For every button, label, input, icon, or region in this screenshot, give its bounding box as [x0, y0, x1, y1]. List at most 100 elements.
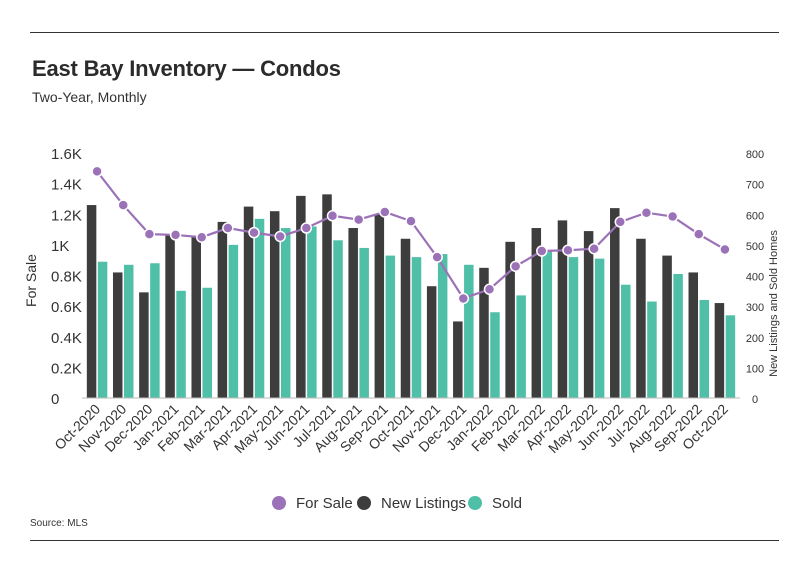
- legend-item: New Listings: [357, 495, 466, 512]
- bottom-rule: [30, 540, 779, 541]
- bar: [583, 231, 594, 398]
- bar: [176, 290, 186, 398]
- data-point: [457, 292, 470, 305]
- left-tick-label: 1.4K: [51, 177, 82, 194]
- right-tick-label: 400: [746, 272, 764, 284]
- data-point: [379, 206, 391, 218]
- bar-series: [86, 194, 736, 398]
- bar: [374, 214, 385, 398]
- data-point: [562, 244, 574, 256]
- data-point: [614, 216, 627, 228]
- legend-swatch: [357, 496, 371, 510]
- bar: [610, 208, 620, 398]
- bar: [191, 235, 201, 398]
- right-tick-label: 800: [746, 149, 764, 161]
- left-tick-label: 1.6K: [51, 146, 82, 163]
- bar-series-new-listings: [86, 194, 725, 398]
- bar: [594, 258, 605, 398]
- data-point: [483, 283, 496, 296]
- data-point: [117, 199, 129, 211]
- bar: [254, 218, 265, 398]
- data-point: [588, 242, 600, 255]
- bar: [333, 240, 343, 398]
- data-point: [222, 222, 234, 234]
- left-tick-label: 0.4K: [51, 330, 82, 347]
- bar: [280, 228, 291, 398]
- bar: [97, 261, 108, 398]
- data-point: [195, 231, 208, 243]
- bar: [150, 263, 160, 398]
- legend-label: New Listings: [381, 495, 466, 512]
- bar: [464, 264, 474, 398]
- left-axis-title: For Sale: [23, 254, 39, 307]
- bar: [296, 195, 306, 398]
- bar: [322, 194, 332, 398]
- data-point: [509, 260, 522, 273]
- left-tick-label: 0.2K: [51, 360, 82, 377]
- data-point: [274, 230, 286, 243]
- right-axis-ticks: 0 100 200 300 400 500 600 700 800: [746, 149, 764, 406]
- left-tick-label: 0.6K: [51, 299, 82, 316]
- top-rule: [30, 32, 779, 33]
- right-tick-label: 600: [746, 210, 764, 222]
- bar: [673, 273, 683, 398]
- bar: [243, 206, 254, 398]
- bar: [505, 241, 515, 398]
- bar: [112, 272, 123, 398]
- bar: [453, 321, 463, 398]
- right-tick-label: 300: [746, 302, 764, 314]
- bar: [479, 267, 489, 398]
- bar: [228, 244, 239, 398]
- data-point: [536, 245, 548, 257]
- bar: [385, 255, 396, 398]
- legend-swatch: [272, 496, 286, 510]
- right-axis-title: New Listings and Sold Homes: [768, 230, 780, 377]
- data-point: [91, 165, 103, 178]
- for-sale-line: [96, 170, 726, 300]
- bar: [139, 292, 149, 398]
- data-point: [719, 243, 731, 256]
- data-point: [640, 206, 653, 219]
- right-tick-label: 700: [746, 180, 764, 192]
- bar: [123, 264, 134, 398]
- left-tick-label: 1.2K: [51, 207, 82, 224]
- legend-swatch: [468, 496, 482, 510]
- bar: [557, 220, 568, 398]
- bar: [516, 295, 526, 398]
- data-point: [405, 215, 417, 227]
- bar: [437, 254, 448, 398]
- legend-label: Sold: [492, 495, 522, 512]
- legend-item: For Sale: [272, 495, 353, 512]
- legend-label: For Sale: [296, 495, 353, 512]
- x-axis-ticks: Oct-2020Nov-2020Dec-2020Jan-2021Feb-2021…: [51, 401, 731, 456]
- right-tick-label: 100: [746, 363, 764, 375]
- bar: [359, 247, 369, 398]
- bar: [714, 303, 725, 398]
- data-point: [431, 251, 443, 263]
- bar: [411, 257, 422, 398]
- left-tick-label: 1K: [51, 238, 69, 255]
- chart-title: East Bay Inventory — Condos: [32, 56, 341, 81]
- legend: For Sale New Listings Sold: [272, 495, 522, 512]
- bar: [400, 238, 411, 398]
- bar: [725, 315, 736, 398]
- left-tick-label: 0: [51, 391, 59, 408]
- bar: [426, 286, 437, 398]
- bar: [647, 301, 657, 398]
- chart-subtitle: Two-Year, Monthly: [32, 89, 147, 105]
- left-axis-ticks: 0 0.2K 0.4K 0.6K 0.8K 1K 1.2K 1.4K 1.6K: [51, 146, 82, 408]
- bar: [636, 238, 646, 398]
- data-point: [352, 213, 365, 226]
- bar: [621, 284, 631, 398]
- data-point: [326, 210, 339, 222]
- data-point: [143, 228, 156, 240]
- bar-series-sold: [97, 218, 736, 398]
- bar: [269, 211, 280, 398]
- bar: [217, 221, 228, 398]
- legend-item: Sold: [468, 495, 522, 512]
- bar: [542, 251, 553, 398]
- right-tick-label: 200: [746, 333, 764, 345]
- data-point: [693, 228, 705, 240]
- left-tick-label: 0.8K: [51, 269, 82, 286]
